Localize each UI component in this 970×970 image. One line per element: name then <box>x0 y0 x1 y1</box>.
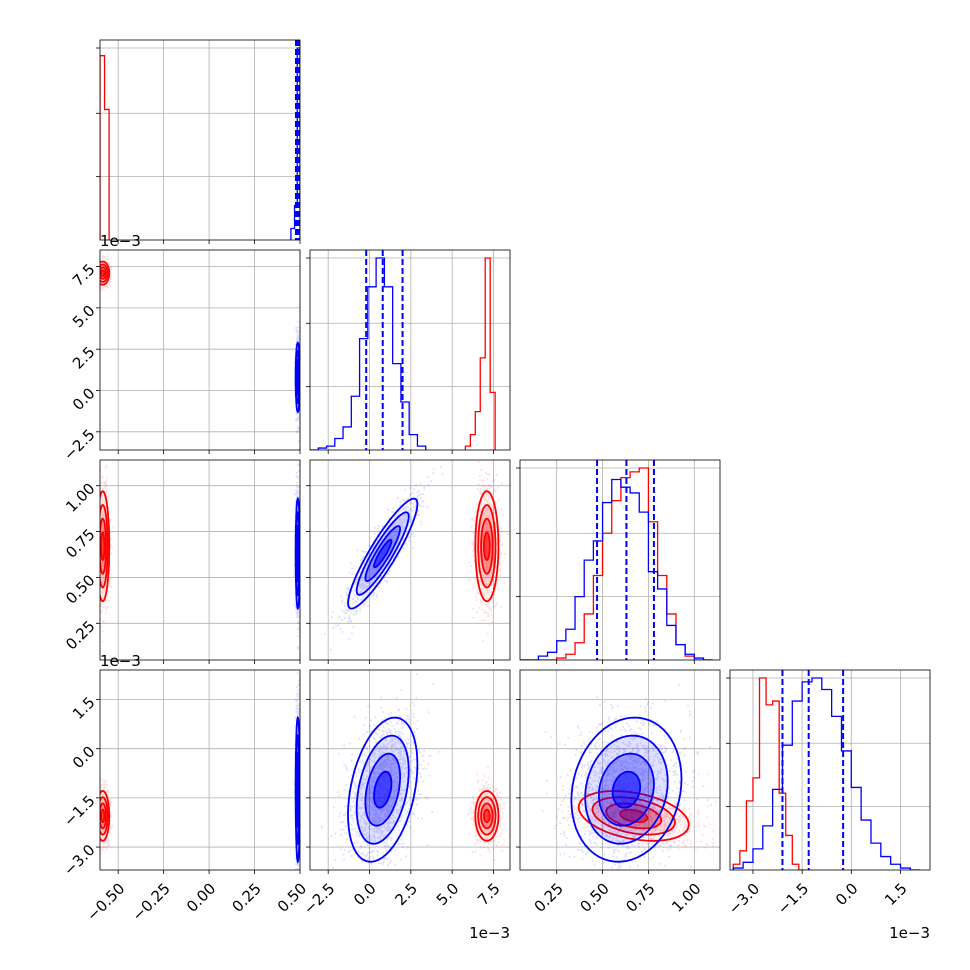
red-contour-1 <box>100 790 111 842</box>
y-tick-label: 2.5 <box>69 343 99 373</box>
panel-frame <box>519 459 721 661</box>
diag-panel-1 <box>100 40 301 240</box>
x-tick-label: 5.0 <box>433 880 463 910</box>
x-tick-label: −0.50 <box>83 880 128 925</box>
panel-frame <box>99 459 301 661</box>
y-tick-label: 0.75 <box>62 525 98 561</box>
x-tick-label: −3.0 <box>725 880 763 918</box>
blue-contour-4 <box>296 367 300 389</box>
diag-panel-2 <box>310 250 510 450</box>
x-tick-label: 0.0 <box>350 880 380 910</box>
panel-frame <box>519 669 721 871</box>
y-offset-label: 1e−3 <box>100 232 141 250</box>
blue-contour-1 <box>570 716 683 863</box>
blue-histogram <box>310 257 427 450</box>
panel-frame <box>99 669 301 871</box>
y-tick-label: 0.50 <box>62 571 98 607</box>
y-tick-label: 7.5 <box>69 260 99 290</box>
panel-frame <box>729 669 931 871</box>
red-contour-1 <box>474 790 500 842</box>
red-contour-1 <box>474 490 500 603</box>
blue-contour-4 <box>296 769 300 810</box>
blue-histogram <box>732 677 921 870</box>
pair-panel-1-3 <box>100 460 301 660</box>
scatter-area <box>100 463 300 650</box>
hist-area <box>310 250 496 450</box>
scatter-area <box>100 671 300 870</box>
pair-panel-2-3 <box>310 460 510 660</box>
blue-contour-1 <box>347 716 419 863</box>
panel-frame <box>309 249 511 451</box>
panel-frame <box>99 39 301 241</box>
red-contour-4 <box>100 531 106 562</box>
y-tick-label: 0.25 <box>62 617 98 653</box>
red-histogram <box>464 257 496 450</box>
hist-area <box>520 460 713 660</box>
y-offset-label: 1e−3 <box>100 652 141 670</box>
x-tick-label: 0.75 <box>622 880 658 916</box>
x-offset-label: 1e−3 <box>469 924 510 942</box>
x-tick-label: 0.00 <box>183 880 219 916</box>
blue-contour-4 <box>611 770 642 809</box>
x-tick-label: 7.5 <box>474 880 504 910</box>
red-contour-4 <box>100 808 106 823</box>
y-tick-label: −3.0 <box>60 841 98 879</box>
scatter-area <box>324 461 509 651</box>
panel-frame <box>99 249 301 451</box>
red-histogram <box>100 55 110 240</box>
blue-contour-1 <box>347 497 419 610</box>
x-offset-label: 1e−3 <box>889 924 930 942</box>
hist-area <box>732 670 921 870</box>
y-tick-label: −1.5 <box>60 792 98 830</box>
red-contour-4 <box>100 269 106 277</box>
x-tick-label: 0.50 <box>576 880 612 916</box>
pair-panel-3-4 <box>520 670 720 870</box>
red-contour-4 <box>619 808 649 823</box>
x-tick-label: 0.0 <box>832 880 862 910</box>
red-contour-4 <box>483 531 491 561</box>
blue-contour-4 <box>296 537 300 569</box>
x-tick-label: −1.5 <box>774 880 812 918</box>
hist-area <box>100 40 300 240</box>
y-tick-label: 0.0 <box>69 384 99 414</box>
y-tick-label: −2.5 <box>60 426 98 464</box>
x-tick-label: 0.25 <box>228 880 264 916</box>
scatter-area <box>321 673 507 870</box>
red-histogram <box>732 677 806 870</box>
red-histogram <box>520 467 713 660</box>
scatter-area <box>541 683 718 870</box>
panel-frame <box>309 459 511 661</box>
y-tick-label: 5.0 <box>69 302 99 332</box>
blue-contour-4 <box>373 538 393 569</box>
red-contour-1 <box>100 260 111 286</box>
x-tick-label: −2.5 <box>300 880 338 918</box>
x-tick-label: −0.25 <box>129 880 174 925</box>
blue-histogram <box>520 478 713 660</box>
x-tick-label: 1.5 <box>881 880 911 910</box>
y-tick-label: 1.5 <box>69 693 99 723</box>
red-contour-1 <box>577 790 690 842</box>
y-tick-label: 1.00 <box>62 480 98 516</box>
diag-panel-4 <box>730 670 930 870</box>
panel-frame <box>309 669 511 871</box>
x-tick-label: 0.25 <box>531 880 567 916</box>
pair-panel-1-4 <box>100 670 301 870</box>
red-contour-4 <box>483 808 491 823</box>
x-tick-label: 2.5 <box>391 880 421 910</box>
y-tick-label: 0.0 <box>69 743 99 773</box>
pair-panel-2-4 <box>310 670 510 870</box>
x-tick-label: 1.00 <box>668 880 704 916</box>
red-contour-1 <box>100 490 111 603</box>
scatter-area <box>100 250 300 443</box>
pair-panel-1-2 <box>100 250 301 450</box>
blue-contour-4 <box>373 770 393 809</box>
diag-panel-3 <box>520 460 720 660</box>
